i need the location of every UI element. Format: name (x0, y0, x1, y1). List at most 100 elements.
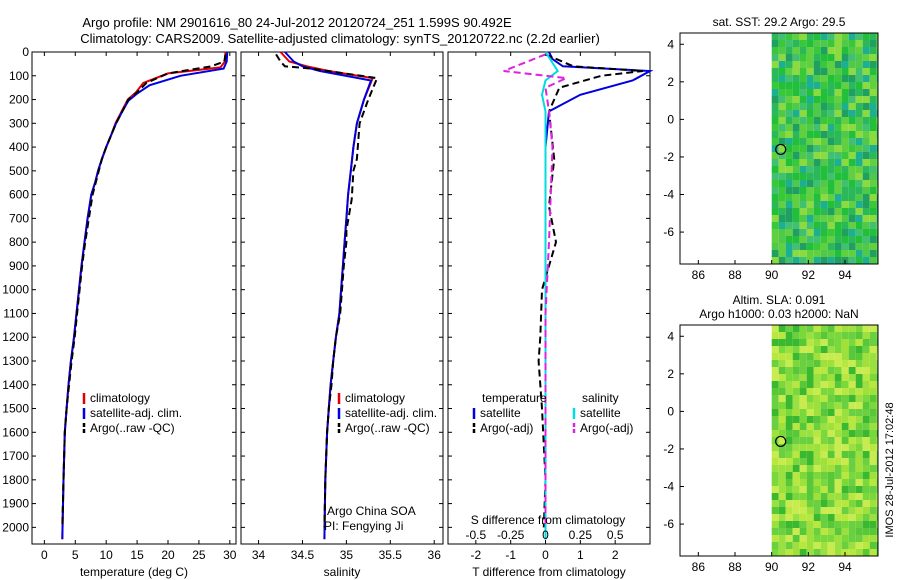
map-cell (799, 388, 807, 395)
map-cell (862, 451, 870, 458)
map-cell (848, 229, 856, 236)
map-cell (785, 514, 793, 521)
legend-salinity-title: salinity (582, 391, 619, 405)
legend-label: satellite-adj. clim. (90, 406, 182, 420)
map-cell (792, 82, 800, 89)
map-cell (799, 339, 807, 346)
map-cell (820, 187, 828, 194)
map-cell (848, 145, 856, 152)
map-cell (806, 353, 814, 360)
map-cell (778, 535, 786, 542)
map-cell (813, 250, 821, 257)
map-cell (778, 409, 786, 416)
map-cell (820, 124, 828, 131)
map-cell (876, 409, 878, 416)
map-cell (799, 549, 807, 556)
map-cell (813, 479, 821, 486)
map-cell (869, 514, 877, 521)
map-cell (848, 33, 856, 40)
map-cell (806, 430, 814, 437)
map-cell (806, 180, 814, 187)
map-cell (841, 89, 849, 96)
x-tick-label: 25 (192, 548, 206, 562)
map-cell (799, 493, 807, 500)
map-cell (869, 353, 877, 360)
map-cell (862, 458, 870, 465)
map-cell (855, 416, 863, 423)
map-cell (792, 381, 800, 388)
map-cell (806, 458, 814, 465)
map-cell (834, 236, 842, 243)
map-cell (806, 243, 814, 250)
map-cell (848, 500, 856, 507)
map-cell (869, 201, 877, 208)
map-cell (848, 103, 856, 110)
map-cell (862, 68, 870, 75)
map-cell (862, 395, 870, 402)
map-cell (841, 458, 849, 465)
map-cell (841, 542, 849, 549)
map-cell (813, 360, 821, 367)
map-cell (778, 40, 786, 47)
map-cell (827, 75, 835, 82)
map-cell (855, 325, 863, 332)
map-cell (848, 521, 856, 528)
map-cell (876, 458, 878, 465)
map-cell (771, 549, 779, 556)
map-cell (813, 61, 821, 68)
map-cell (876, 325, 878, 332)
map-cell (855, 381, 863, 388)
map-cell (848, 215, 856, 222)
map-cell (806, 208, 814, 215)
map-cell (778, 437, 786, 444)
map-cell (827, 395, 835, 402)
map-cell (869, 89, 877, 96)
map-cell (876, 61, 878, 68)
map-cell (820, 117, 828, 124)
map-cell (869, 402, 877, 409)
map-cell (834, 472, 842, 479)
map-cell (771, 451, 779, 458)
map-cell (813, 507, 821, 514)
map-cell (792, 250, 800, 257)
map-cell (876, 360, 878, 367)
map-cell (813, 54, 821, 61)
map-cell (834, 528, 842, 535)
map-cell (834, 138, 842, 145)
map-cell (799, 229, 807, 236)
map-cell (820, 201, 828, 208)
map-cell (855, 437, 863, 444)
map-cell (799, 54, 807, 61)
map-cell (792, 215, 800, 222)
map-cell (792, 332, 800, 339)
map-cell (820, 166, 828, 173)
map-cell (813, 514, 821, 521)
map-cell (799, 486, 807, 493)
map-cell (834, 409, 842, 416)
map-cell (841, 381, 849, 388)
map-cell (792, 416, 800, 423)
map-cell (771, 215, 779, 222)
map-cell (862, 528, 870, 535)
map-cell (813, 40, 821, 47)
map-cell (869, 346, 877, 353)
map-cell (771, 82, 779, 89)
map-cell (813, 138, 821, 145)
map-cell (820, 138, 828, 145)
map-cell (785, 33, 793, 40)
map-cell (827, 68, 835, 75)
map-cell (862, 180, 870, 187)
map-cell (785, 353, 793, 360)
map-cell (848, 187, 856, 194)
map-cell (820, 33, 828, 40)
map-cell (834, 159, 842, 166)
map-cell (792, 486, 800, 493)
map-cell (778, 201, 786, 208)
map-cell (799, 117, 807, 124)
map-cell (841, 423, 849, 430)
map-cell (806, 479, 814, 486)
map-cell (792, 180, 800, 187)
map-cell (848, 131, 856, 138)
map-cell (771, 500, 779, 507)
map-cell (827, 180, 835, 187)
